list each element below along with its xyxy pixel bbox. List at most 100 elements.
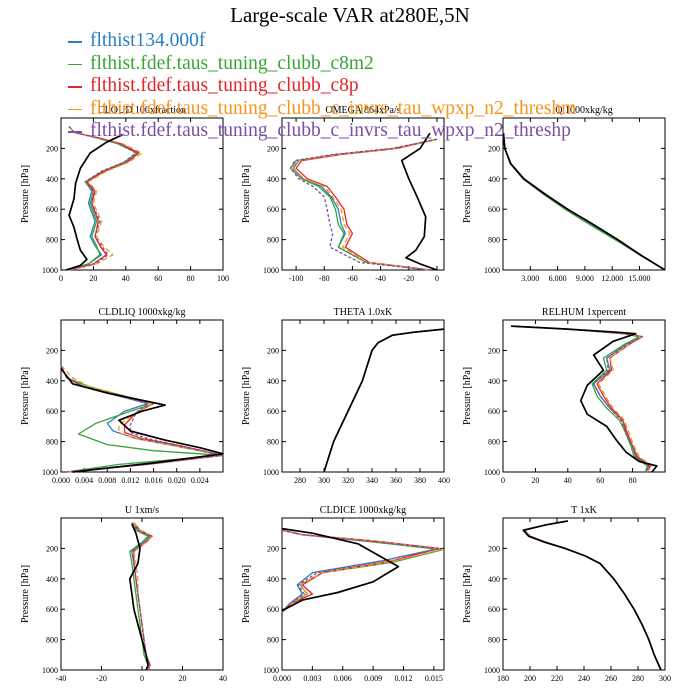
panel-title: CLOUD 100xfraction [98, 105, 186, 116]
y-axis-label: Pressure [hPa] [241, 367, 252, 425]
x-tick-label: 0.012 [121, 476, 139, 485]
reference-line [128, 523, 149, 671]
y-tick-label: 600 [46, 407, 58, 416]
legend-label: flthist.fdef.taus_tuning_clubb_c_invrs_t… [90, 120, 571, 141]
y-tick-label: 400 [46, 575, 58, 584]
x-tick-label: 200 [524, 674, 536, 683]
x-tick-label: -20 [96, 674, 107, 683]
legend-label: flthist.fdef.taus_tuning_clubb_c8m2 [90, 52, 374, 74]
x-tick-label: 40 [564, 476, 572, 485]
y-tick-label: 200 [46, 346, 58, 355]
series-line [291, 138, 438, 271]
legend-swatch [68, 86, 82, 88]
y-tick-label: 800 [488, 236, 500, 245]
plot-frame [502, 319, 666, 473]
y-axis-label: Pressure [hPa] [20, 565, 31, 623]
page-title: Large-scale VAR at280E,5N [230, 3, 470, 27]
x-tick-label: 0.000 [273, 674, 291, 683]
series-line [511, 325, 650, 473]
y-tick-label: 800 [46, 636, 58, 645]
x-tick-label: 400 [438, 476, 450, 485]
series-line [523, 520, 662, 671]
reference-line [60, 368, 224, 473]
y-tick-label: 1000 [484, 266, 500, 275]
x-tick-label: 40 [122, 274, 130, 283]
panel-title: CLDLIQ 1000xkg/kg [99, 307, 186, 318]
x-tick-label: 300 [659, 674, 671, 683]
y-tick-label: 600 [488, 605, 500, 614]
x-tick-label: 340 [366, 476, 378, 485]
y-tick-label: 600 [267, 407, 279, 416]
series-line [323, 328, 445, 473]
y-tick-label: 1000 [42, 666, 58, 675]
x-tick-label: -40 [56, 674, 67, 683]
x-tick-label: 320 [342, 476, 354, 485]
plot-frame [60, 319, 224, 473]
y-tick-label: 600 [267, 205, 279, 214]
y-tick-label: 600 [267, 605, 279, 614]
series-line [60, 365, 224, 473]
legend-label: flthist.fdef.taus_tuning_clubb_c_invrs_t… [90, 97, 577, 119]
y-tick-label: 800 [267, 438, 279, 447]
chart-panel: CLDLIQ 1000xkg/kg Pressure [hPa] 200 400 600… [20, 307, 224, 485]
series-line [60, 365, 224, 473]
y-tick-label: 1000 [484, 468, 500, 477]
series-line [60, 365, 224, 473]
chart-panel: CLDICE 1000xkg/kg Pressure [hPa] 200 400 600… [241, 505, 445, 683]
y-tick-label: 600 [488, 205, 500, 214]
y-tick-label: 600 [46, 605, 58, 614]
y-tick-label: 1000 [42, 266, 58, 275]
y-tick-label: 400 [46, 175, 58, 184]
reference-line [511, 325, 658, 473]
x-tick-label: 80 [187, 274, 195, 283]
x-tick-label: 0.024 [191, 476, 209, 485]
series-line [511, 325, 648, 473]
series-line [295, 138, 438, 271]
plot-frame [281, 117, 445, 271]
y-axis-label: Pressure [hPa] [241, 565, 252, 623]
x-tick-label: 280 [632, 674, 644, 683]
x-tick-label: 280 [294, 476, 306, 485]
series-line [502, 133, 666, 271]
x-tick-label: -20 [403, 274, 414, 283]
panel-title: T 1xK [571, 505, 597, 516]
x-tick-label: 180 [497, 674, 509, 683]
x-tick-label: 380 [414, 476, 426, 485]
panel-title: U 1xm/s [125, 505, 159, 516]
series-line [502, 133, 666, 271]
x-tick-label: 360 [390, 476, 402, 485]
y-tick-label: 800 [488, 636, 500, 645]
x-tick-label: 0.000 [52, 476, 70, 485]
x-tick-label: 300 [318, 476, 330, 485]
series-line [502, 133, 666, 271]
y-axis-label: Pressure [hPa] [241, 165, 252, 223]
plot-frame [60, 517, 224, 671]
panel-title: OMEGA 864xPa/s [325, 105, 400, 116]
y-tick-label: 400 [46, 377, 58, 386]
y-tick-label: 800 [267, 636, 279, 645]
x-tick-label: 0 [501, 476, 505, 485]
series-line [523, 520, 662, 671]
x-tick-label: 0.012 [395, 674, 413, 683]
series-line [323, 328, 445, 473]
series-line [60, 365, 224, 473]
chart-panel: Q 1000xkg/kg Pressure [hPa] 200 400 600 800 10… [462, 105, 666, 283]
panel-title: RELHUM 1xpercent [542, 307, 626, 318]
y-tick-label: 200 [46, 144, 58, 153]
x-tick-label: -100 [289, 274, 304, 283]
x-tick-label: 0.009 [364, 674, 382, 683]
x-tick-label: 220 [551, 674, 563, 683]
y-tick-label: 400 [267, 175, 279, 184]
x-tick-label: 60 [154, 274, 162, 283]
series-line [289, 138, 438, 271]
y-tick-label: 800 [46, 236, 58, 245]
series-line [502, 133, 666, 271]
x-tick-label: -60 [347, 274, 358, 283]
plot-frame [502, 117, 666, 271]
plot-frame [502, 517, 666, 671]
x-tick-label: 9.000 [576, 274, 594, 283]
series-line [289, 138, 438, 271]
series-line [129, 522, 149, 671]
